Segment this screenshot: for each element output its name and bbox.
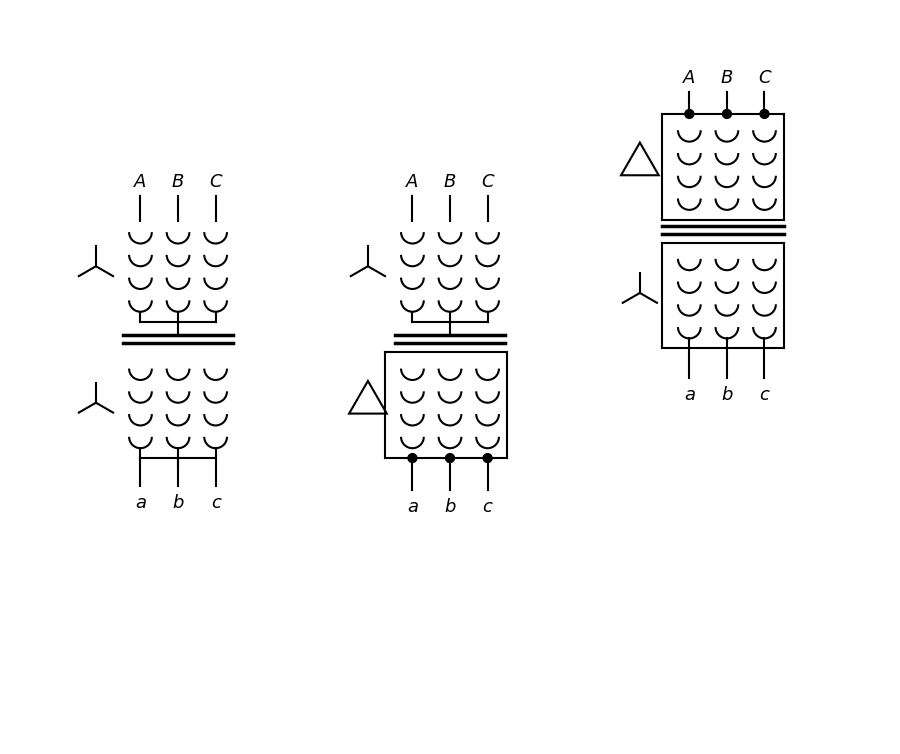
- Text: A: A: [406, 173, 419, 191]
- Circle shape: [446, 454, 454, 462]
- Text: b: b: [173, 494, 184, 512]
- Text: a: a: [407, 498, 418, 516]
- Text: b: b: [721, 386, 733, 404]
- Text: a: a: [684, 386, 695, 404]
- Text: c: c: [482, 498, 492, 516]
- Text: A: A: [683, 69, 696, 87]
- Circle shape: [483, 454, 492, 462]
- Text: c: c: [211, 494, 220, 512]
- Text: b: b: [445, 498, 455, 516]
- Text: C: C: [210, 173, 222, 191]
- Circle shape: [723, 109, 732, 118]
- Text: B: B: [444, 173, 456, 191]
- Circle shape: [408, 454, 417, 462]
- Text: A: A: [134, 173, 147, 191]
- Circle shape: [760, 109, 769, 118]
- Text: a: a: [135, 494, 146, 512]
- Text: c: c: [760, 386, 770, 404]
- Circle shape: [685, 109, 694, 118]
- Text: C: C: [758, 69, 770, 87]
- Text: B: B: [721, 69, 734, 87]
- Text: B: B: [172, 173, 184, 191]
- Text: C: C: [482, 173, 494, 191]
